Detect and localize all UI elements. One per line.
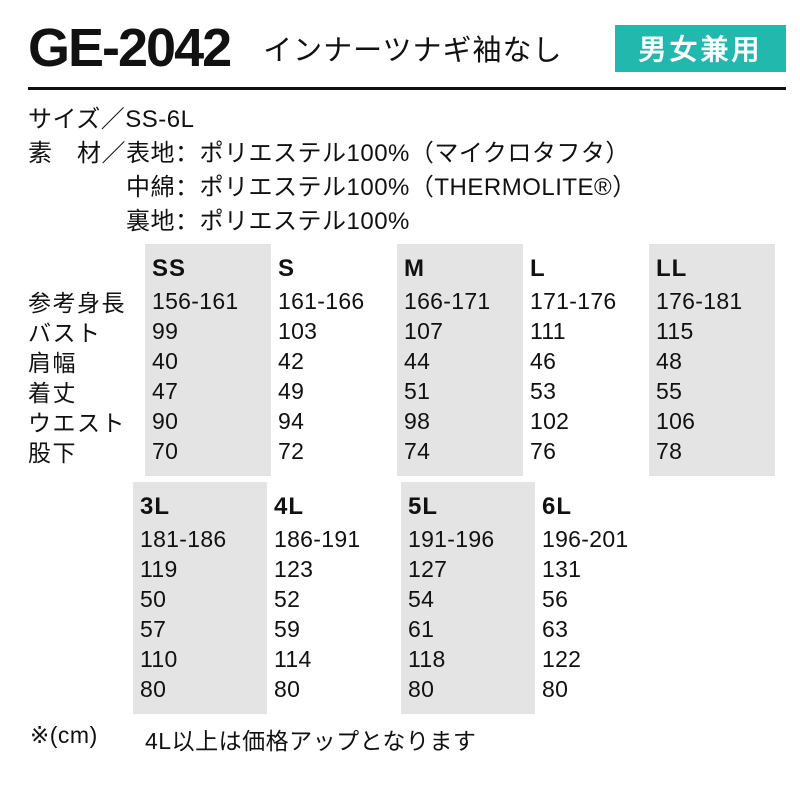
size-cell: 52 xyxy=(274,585,301,612)
material-line-outer: 表地：ポリエステル100%（マイクロタフタ） xyxy=(126,140,630,167)
size-column-s: S 161-166 103 42 49 94 72 xyxy=(271,244,397,476)
size-cell: 111 xyxy=(530,317,566,344)
size-cell: 123 xyxy=(274,555,314,582)
size-cell: 156-161 xyxy=(152,287,239,314)
size-cell: 53 xyxy=(530,377,557,404)
size-cell: 74 xyxy=(404,437,431,464)
size-cell: 161-166 xyxy=(278,287,365,314)
size-cell: 106 xyxy=(656,407,696,434)
product-code: GE-2042 xyxy=(28,18,232,78)
size-cell: 191-196 xyxy=(408,525,495,552)
size-cell: 47 xyxy=(152,377,179,404)
material-row: 素 材／ 表地：ポリエステル100%（マイクロタフタ） 中綿：ポリエステル100… xyxy=(28,137,800,239)
row-label-header-spacer xyxy=(28,252,145,286)
size-cell: 118 xyxy=(408,645,446,672)
row-label-height: 参考身長 xyxy=(28,290,126,316)
size-cell: 80 xyxy=(542,675,569,702)
row-label-shoulder: 肩幅 xyxy=(28,350,77,376)
size-column-ll: LL 176-181 115 48 55 106 78 xyxy=(649,244,775,476)
material-lines: 表地：ポリエステル100%（マイクロタフタ） 中綿：ポリエステル100%（THE… xyxy=(126,137,637,239)
material-line-lining: 裏地：ポリエステル100% xyxy=(126,208,410,235)
size-cell: 186-191 xyxy=(274,525,361,552)
material-line-padding: 中綿：ポリエステル100%（THERMOLITE®） xyxy=(126,174,637,201)
size-cell: 98 xyxy=(404,407,431,434)
size-cell: 110 xyxy=(140,645,178,672)
header: GE-2042 インナーツナギ袖なし 男女兼用 xyxy=(0,0,800,76)
footnote: ※(cm) 4L以上は価格アップとなります xyxy=(30,722,800,756)
row-label-waist: ウエスト xyxy=(28,410,126,436)
size-column-header: 4L xyxy=(274,493,305,520)
row-label-bust: バスト xyxy=(28,320,102,346)
row-label-length: 着丈 xyxy=(28,380,77,406)
header-divider xyxy=(28,87,786,90)
material-label: 素 材／ xyxy=(28,140,126,167)
size-cell: 46 xyxy=(530,347,557,374)
size-column-ss: SS 156-161 99 40 47 90 70 xyxy=(145,244,271,476)
size-column-l: L 171-176 111 46 53 102 76 xyxy=(523,244,649,476)
size-cell: 90 xyxy=(152,407,179,434)
size-cell: 94 xyxy=(278,407,305,434)
size-cell: 42 xyxy=(278,347,305,374)
unit-note: ※(cm) xyxy=(30,722,98,748)
size-column-header: SS xyxy=(152,255,187,282)
size-cell: 59 xyxy=(274,615,301,642)
spec-block: サイズ／SS-6L 素 材／ 表地：ポリエステル100%（マイクロタフタ） 中綿… xyxy=(0,90,800,239)
size-column-4l: 4L 186-191 123 52 59 114 80 xyxy=(267,482,401,714)
size-cell: 166-171 xyxy=(404,287,491,314)
size-cell: 55 xyxy=(656,377,683,404)
size-column-3l: 3L 181-186 119 50 57 110 80 xyxy=(133,482,267,714)
size-cell: 196-201 xyxy=(542,525,629,552)
size-range-line: サイズ／SS-6L xyxy=(28,106,195,133)
unisex-badge: 男女兼用 xyxy=(615,24,786,72)
size-cell: 103 xyxy=(278,317,318,344)
size-column-header: 6L xyxy=(542,493,573,520)
size-cell: 80 xyxy=(274,675,301,702)
size-cell: 181-186 xyxy=(140,525,227,552)
size-cell: 99 xyxy=(152,317,179,344)
size-column-5l: 5L 191-196 127 54 61 118 80 xyxy=(401,482,535,714)
size-cell: 40 xyxy=(152,347,179,374)
size-cell: 115 xyxy=(656,317,694,344)
size-column-header: 3L xyxy=(140,493,171,520)
row-label-inseam: 股下 xyxy=(28,440,77,466)
size-cell: 122 xyxy=(542,645,582,672)
size-cell: 72 xyxy=(278,437,305,464)
size-cell: 44 xyxy=(404,347,431,374)
product-name: インナーツナギ袖なし xyxy=(263,35,563,67)
size-cell: 131 xyxy=(542,555,582,582)
size-cell: 48 xyxy=(656,347,683,374)
size-cell: 102 xyxy=(530,407,570,434)
size-cell: 63 xyxy=(542,615,569,642)
size-cell: 57 xyxy=(140,615,167,642)
size-cell: 56 xyxy=(542,585,569,612)
size-column-header: L xyxy=(530,255,546,282)
size-cell: 76 xyxy=(530,437,557,464)
size-cell: 80 xyxy=(408,675,435,702)
size-cell: 107 xyxy=(404,317,444,344)
size-cell: 78 xyxy=(656,437,683,464)
size-cell: 54 xyxy=(408,585,435,612)
size-column-header: S xyxy=(278,255,296,282)
size-table-extended: 3L 181-186 119 50 57 110 80 4L 186-191 1… xyxy=(133,482,800,714)
size-cell: 80 xyxy=(140,675,167,702)
size-column-header: 5L xyxy=(408,493,439,520)
size-cell: 61 xyxy=(408,615,435,642)
size-table-main: 参考身長 バスト 肩幅 着丈 ウエスト 股下 SS 156-161 99 40 … xyxy=(28,244,800,476)
size-column-m: M 166-171 107 44 51 98 74 xyxy=(397,244,523,476)
size-cell: 171-176 xyxy=(530,287,617,314)
size-cell: 70 xyxy=(152,437,179,464)
size-cell: 50 xyxy=(140,585,167,612)
size-column-header: M xyxy=(404,255,425,282)
size-cell: 127 xyxy=(408,555,448,582)
size-column-6l: 6L 196-201 131 56 63 122 80 xyxy=(535,482,669,714)
size-cell: 49 xyxy=(278,377,305,404)
size-cell: 119 xyxy=(140,555,178,582)
size-cell: 114 xyxy=(274,645,312,672)
size-column-header: LL xyxy=(656,255,688,282)
size-cell: 51 xyxy=(404,377,431,404)
row-label-column: 参考身長 バスト 肩幅 着丈 ウエスト 股下 xyxy=(28,244,145,476)
size-cell: 176-181 xyxy=(656,287,743,314)
price-note: 4L以上は価格アップとなります xyxy=(145,728,477,754)
